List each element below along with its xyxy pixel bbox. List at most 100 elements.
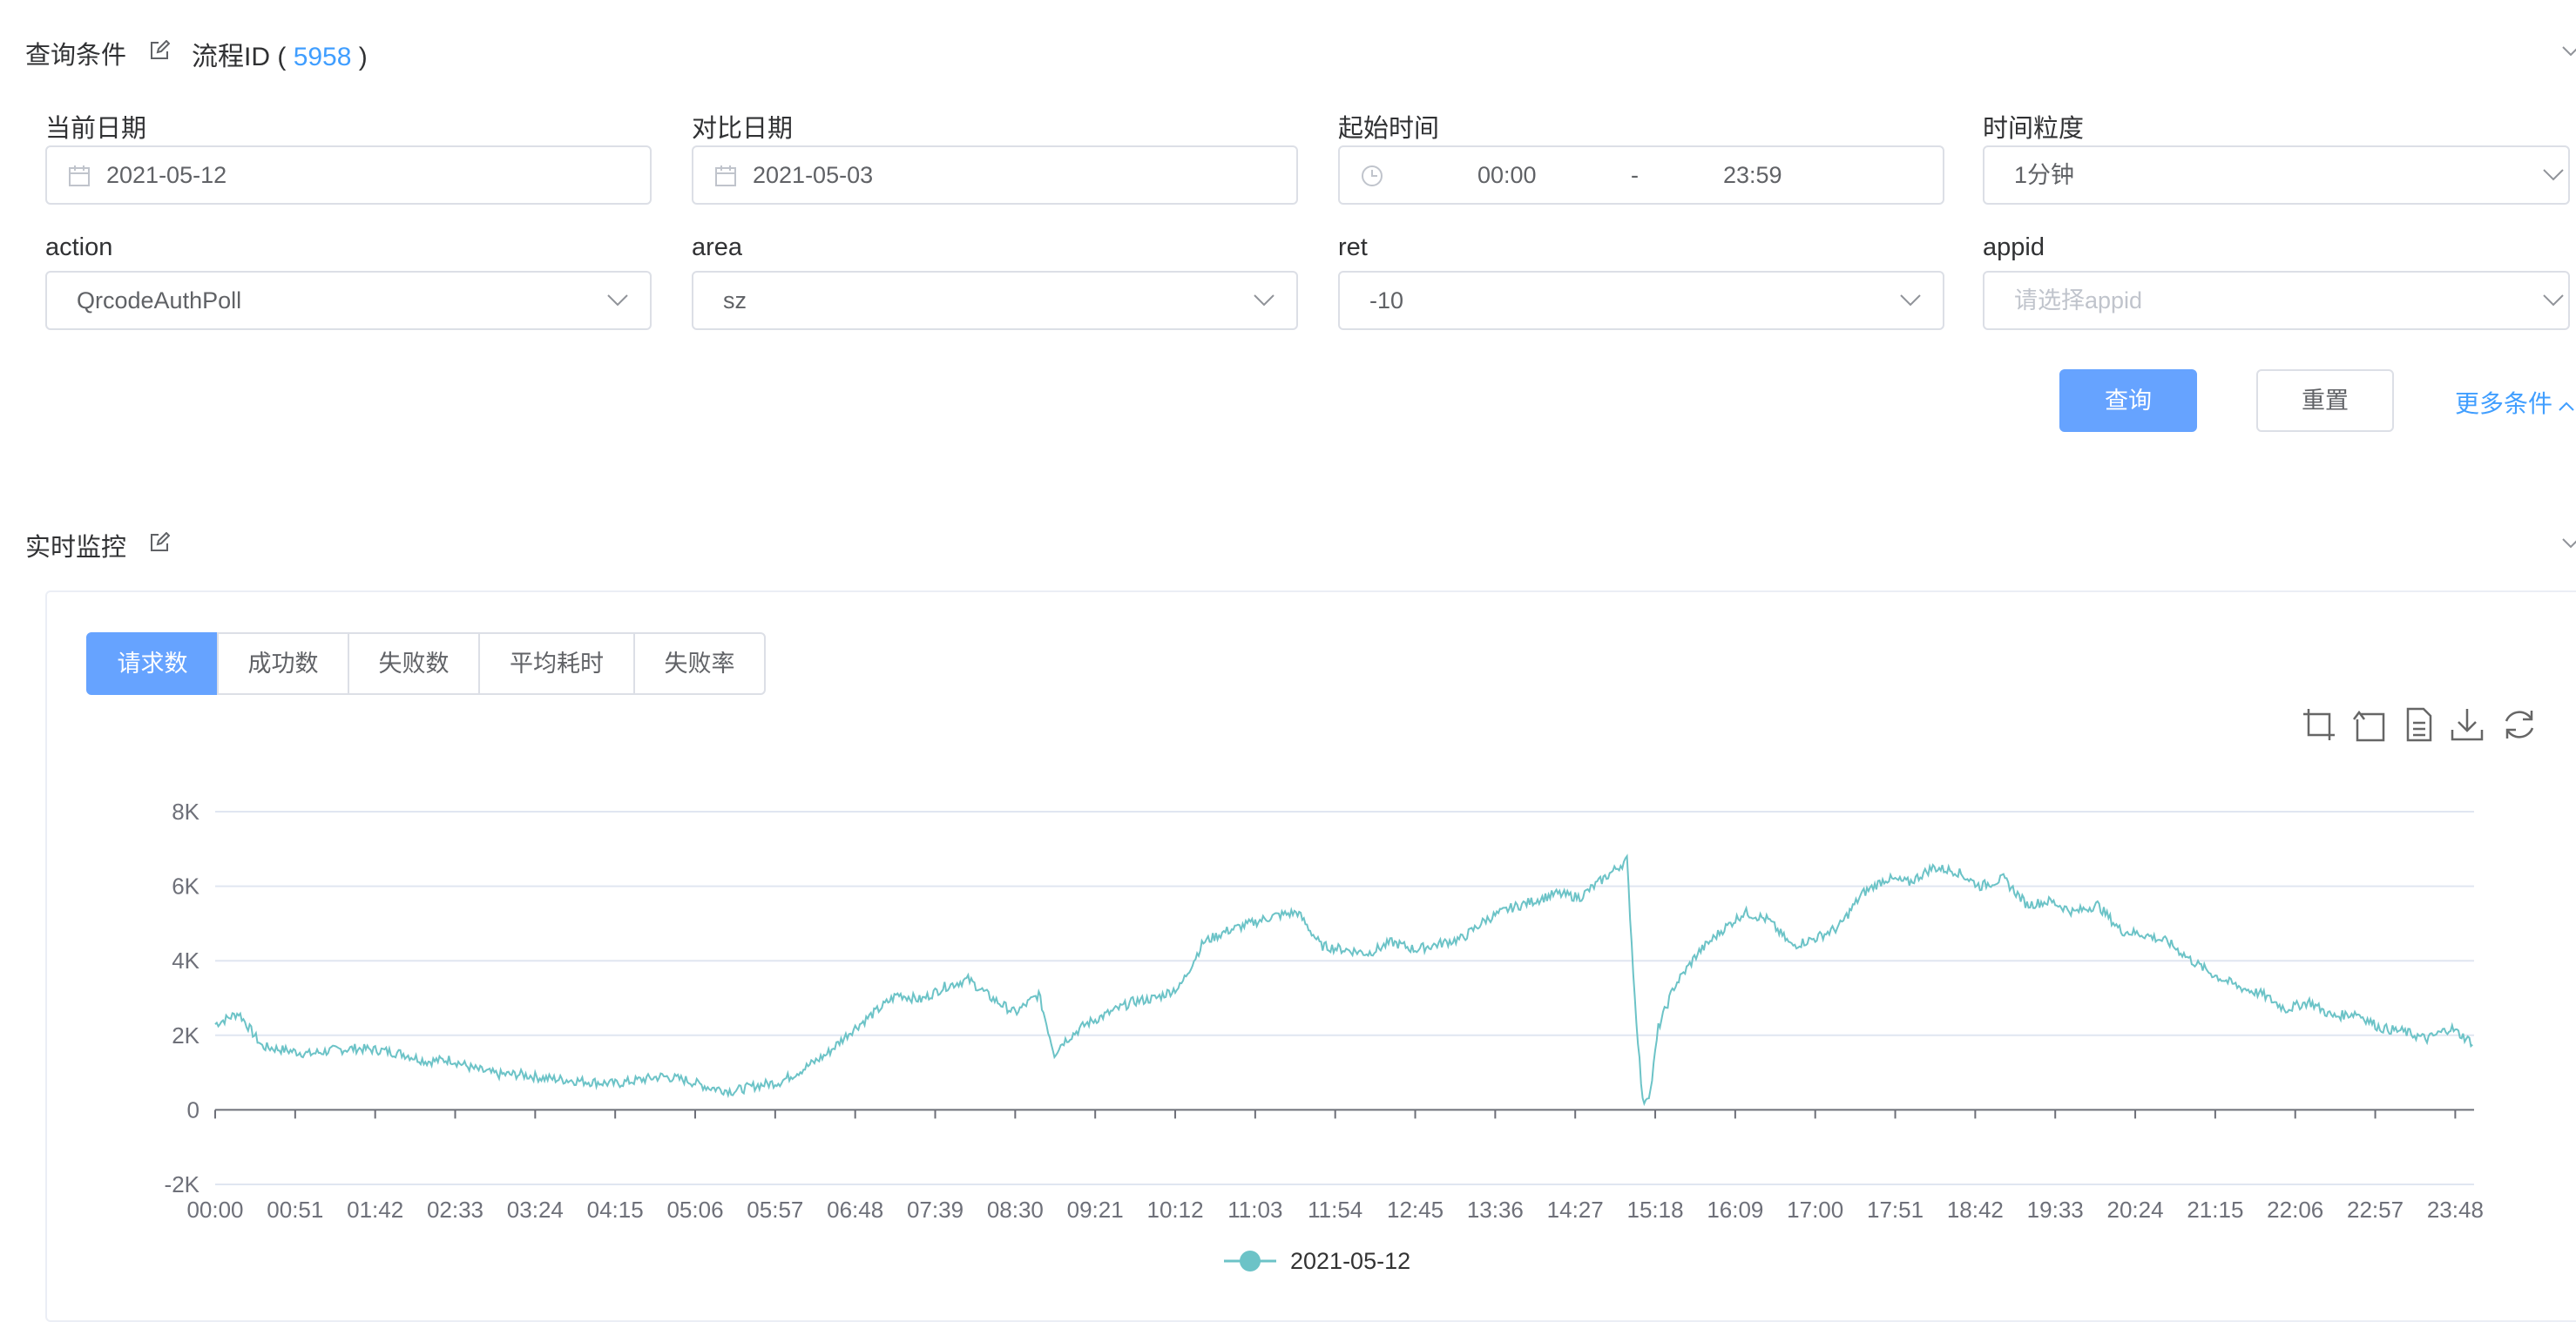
- more-conditions-label: 更多条件: [2455, 390, 2553, 417]
- x-tick-label: 11:03: [1227, 1197, 1282, 1223]
- x-tick-label: 21:15: [2187, 1197, 2243, 1223]
- x-tick-label: 00:51: [267, 1197, 323, 1223]
- x-tick-label: 11:54: [1308, 1197, 1362, 1223]
- x-tick-label: 00:00: [186, 1197, 243, 1223]
- granularity-value: 1分钟: [2014, 162, 2075, 188]
- x-tick-label: 19:33: [2027, 1197, 2084, 1223]
- x-tick-label: 01:42: [347, 1197, 403, 1223]
- legend-marker[interactable]: [1240, 1251, 1261, 1271]
- chevron-down-icon[interactable]: [2561, 45, 2576, 57]
- y-tick-label: 0: [187, 1096, 199, 1123]
- query-section-title: 查询条件: [25, 42, 127, 70]
- y-tick-label: -2K: [165, 1171, 200, 1197]
- compare-date-label: 对比日期: [692, 115, 794, 143]
- ret-label: ret: [1338, 233, 1368, 261]
- x-tick-label: 13:36: [1467, 1197, 1524, 1223]
- series-line: [214, 853, 2473, 1107]
- chevron-down-icon[interactable]: [2561, 537, 2576, 550]
- x-tick-label: 14:27: [1547, 1197, 1604, 1223]
- x-tick-label: 08:30: [987, 1197, 1044, 1223]
- action-value: QrcodeAuthPoll: [77, 287, 242, 314]
- y-tick-label: 6K: [172, 873, 199, 900]
- y-tick-label: 8K: [172, 799, 199, 825]
- y-tick-label: 4K: [172, 948, 199, 974]
- monitor-section-title: 实时监控: [25, 534, 127, 562]
- x-tick-label: 18:42: [1947, 1197, 2004, 1223]
- time-range-separator: -: [1631, 162, 1639, 188]
- query-button[interactable]: 查询: [2059, 369, 2197, 432]
- tab-requests[interactable]: 请求数: [86, 632, 219, 695]
- appid-label: appid: [1983, 233, 2045, 261]
- reset-button[interactable]: 重置: [2256, 369, 2394, 432]
- current-date-label: 当前日期: [45, 115, 147, 143]
- x-tick-label: 03:24: [507, 1197, 564, 1223]
- x-tick-label: 05:06: [666, 1197, 723, 1223]
- refresh-icon[interactable]: [2502, 707, 2537, 742]
- appid-select[interactable]: 请选择appid: [1983, 271, 2570, 330]
- download-icon[interactable]: [2450, 707, 2485, 742]
- chevron-up-icon: [2559, 401, 2575, 411]
- x-tick-label: 23:48: [2427, 1197, 2484, 1223]
- flow-id: 流程ID ( 5958 ): [192, 35, 368, 73]
- time-range-picker[interactable]: 00:00 - 23:59: [1338, 145, 1944, 205]
- flow-id-label: 流程ID: [192, 43, 270, 71]
- metric-tabs: 请求数 成功数 失败数 平均耗时 失败率: [86, 632, 766, 695]
- start-time-value[interactable]: 00:00: [1477, 162, 1537, 188]
- granularity-label: 时间粒度: [1983, 115, 2085, 143]
- calendar-icon: [69, 165, 90, 186]
- appid-placeholder: 请选择appid: [2014, 287, 2143, 314]
- ret-value: -10: [1369, 287, 1404, 314]
- area-value: sz: [723, 287, 747, 314]
- chevron-down-icon: [607, 294, 628, 307]
- x-tick-label: 07:39: [907, 1197, 963, 1223]
- current-date-value: 2021-05-12: [106, 162, 227, 188]
- y-tick-label: 2K: [172, 1022, 199, 1049]
- x-tick-label: 05:57: [747, 1197, 803, 1223]
- calendar-icon: [715, 165, 736, 186]
- tab-failure-rate[interactable]: 失败率: [633, 632, 766, 695]
- edit-icon[interactable]: [149, 40, 170, 61]
- area-label: area: [692, 233, 743, 261]
- granularity-select[interactable]: 1分钟: [1983, 145, 2570, 205]
- legend-label[interactable]: 2021-05-12: [1290, 1248, 1410, 1274]
- chevron-down-icon: [2543, 169, 2564, 181]
- zoom-reset-icon[interactable]: [2352, 707, 2387, 742]
- chevron-down-icon: [1900, 294, 1921, 307]
- x-tick-label: 02:33: [427, 1197, 483, 1223]
- x-tick-label: 22:06: [2267, 1197, 2323, 1223]
- ret-select[interactable]: -10: [1338, 271, 1944, 330]
- x-tick-label: 06:48: [827, 1197, 883, 1223]
- more-conditions-link[interactable]: 更多条件: [2455, 385, 2575, 420]
- data-view-icon[interactable]: [2401, 707, 2436, 742]
- flow-id-open: (: [277, 43, 287, 71]
- tab-failures[interactable]: 失败数: [348, 632, 480, 695]
- x-tick-label: 22:57: [2347, 1197, 2404, 1223]
- x-tick-label: 12:45: [1387, 1197, 1444, 1223]
- x-tick-label: 10:12: [1146, 1197, 1203, 1223]
- x-tick-label: 09:21: [1067, 1197, 1124, 1223]
- x-tick-label: 17:51: [1867, 1197, 1924, 1223]
- line-chart: 8K 6K 4K 2K 0 -2K 00:00 00:51 01:42 02:33 03:24 04…: [165, 799, 2484, 1274]
- end-time-value[interactable]: 23:59: [1723, 162, 1782, 188]
- x-tick-label: 16:09: [1707, 1197, 1763, 1223]
- chevron-down-icon: [1254, 294, 1274, 307]
- action-label: action: [45, 233, 113, 261]
- action-select[interactable]: QrcodeAuthPoll: [45, 271, 652, 330]
- chevron-down-icon: [2543, 294, 2564, 307]
- tab-success[interactable]: 成功数: [217, 632, 349, 695]
- flow-id-close: ): [358, 43, 368, 71]
- compare-date-value: 2021-05-03: [753, 162, 874, 188]
- x-tick-label: 17:00: [1787, 1197, 1843, 1223]
- tab-avg-latency[interactable]: 平均耗时: [478, 632, 635, 695]
- x-tick-label: 04:15: [587, 1197, 644, 1223]
- zoom-icon[interactable]: [2302, 707, 2336, 742]
- x-tick-label: 20:24: [2107, 1197, 2164, 1223]
- flow-id-value: 5958: [293, 43, 352, 71]
- clock-icon: [1362, 165, 1383, 186]
- compare-date-picker[interactable]: 2021-05-03: [692, 145, 1298, 205]
- area-select[interactable]: sz: [692, 271, 1298, 330]
- current-date-picker[interactable]: 2021-05-12: [45, 145, 652, 205]
- start-time-label: 起始时间: [1338, 115, 1440, 143]
- edit-icon[interactable]: [149, 532, 170, 553]
- x-tick-label: 15:18: [1626, 1197, 1683, 1223]
